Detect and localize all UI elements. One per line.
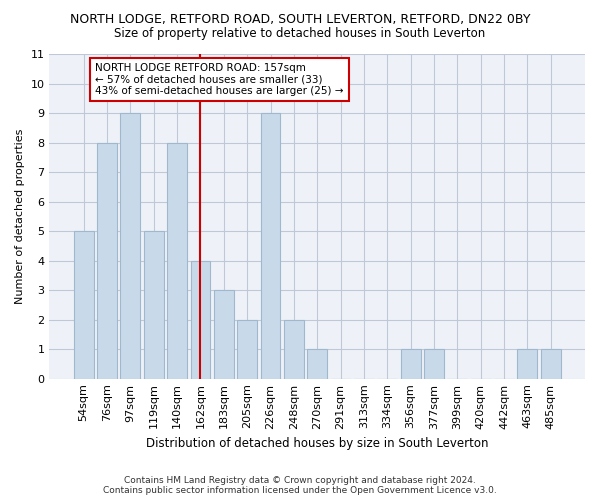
Text: NORTH LODGE RETFORD ROAD: 157sqm
← 57% of detached houses are smaller (33)
43% o: NORTH LODGE RETFORD ROAD: 157sqm ← 57% o… — [95, 63, 344, 96]
Bar — [167, 142, 187, 378]
Bar — [307, 349, 327, 378]
Bar — [121, 113, 140, 378]
Text: Contains HM Land Registry data © Crown copyright and database right 2024.
Contai: Contains HM Land Registry data © Crown c… — [103, 476, 497, 495]
Bar — [74, 231, 94, 378]
Text: Size of property relative to detached houses in South Leverton: Size of property relative to detached ho… — [115, 28, 485, 40]
Y-axis label: Number of detached properties: Number of detached properties — [15, 128, 25, 304]
Text: NORTH LODGE, RETFORD ROAD, SOUTH LEVERTON, RETFORD, DN22 0BY: NORTH LODGE, RETFORD ROAD, SOUTH LEVERTO… — [70, 12, 530, 26]
Bar — [191, 260, 211, 378]
Bar — [517, 349, 538, 378]
Bar — [284, 320, 304, 378]
Bar — [424, 349, 444, 378]
X-axis label: Distribution of detached houses by size in South Leverton: Distribution of detached houses by size … — [146, 437, 488, 450]
Bar — [260, 113, 280, 378]
Bar — [97, 142, 117, 378]
Bar — [541, 349, 560, 378]
Bar — [144, 231, 164, 378]
Bar — [401, 349, 421, 378]
Bar — [214, 290, 234, 378]
Bar — [237, 320, 257, 378]
